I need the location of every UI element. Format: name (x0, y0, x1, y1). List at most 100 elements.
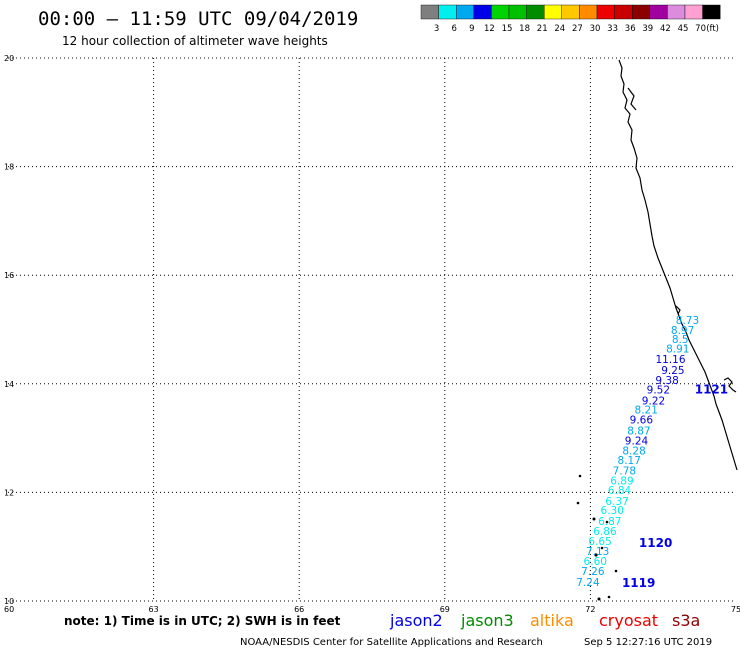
legend-label: 9 (469, 24, 474, 34)
swh-value: 7.13 (586, 546, 609, 558)
legend-swatch (561, 4, 580, 20)
map-subtitle: 12 hour collection of altimeter wave hei… (62, 34, 328, 48)
legend-swatch (596, 4, 615, 20)
lon-tick-label: 69 (440, 605, 450, 614)
swh-value: 9.38 (655, 375, 678, 387)
lat-tick-label: 10 (4, 597, 14, 606)
swh-value: 9.22 (642, 395, 665, 407)
legend-label: 45 (678, 24, 689, 34)
satellite-cryosat: cryosat (599, 611, 658, 630)
legend-label: 24 (554, 24, 565, 34)
swh-value: 7.26 (581, 566, 605, 578)
swh-value: 6.65 (588, 536, 611, 548)
swh-value: 8.5 (672, 334, 689, 346)
swh-value: 8.87 (627, 425, 650, 437)
swh-value: 9.52 (647, 385, 670, 397)
legend-swatch (420, 4, 439, 20)
island (576, 501, 580, 505)
legend-label: 39 (642, 24, 653, 34)
legend-swatch (684, 4, 703, 20)
legend-swatch (579, 4, 598, 20)
coastline-main (618, 59, 738, 471)
swh-value: 7.24 (576, 577, 600, 589)
swh-value: 9.66 (630, 414, 654, 426)
pass-number: 1120 (639, 536, 672, 550)
legend-label: 6 (451, 24, 456, 34)
island (594, 553, 598, 557)
lat-tick-label: 20 (4, 54, 14, 63)
swh-value: 6.37 (605, 496, 628, 508)
swh-value: 11.16 (655, 354, 685, 366)
lat-tick-label: 16 (4, 271, 14, 280)
lon-tick-label: 75 (731, 605, 740, 614)
legend-swatch (649, 4, 668, 20)
legend-label: 33 (607, 24, 618, 34)
swh-value: 8.97 (671, 325, 694, 337)
legend-label: 3 (434, 24, 439, 34)
pass-number: 1121 (695, 383, 728, 397)
swh-value: 6.86 (593, 526, 617, 538)
coastline-kochi (627, 87, 637, 111)
legend-swatch (438, 4, 457, 20)
legend-label: 12 (484, 24, 495, 34)
lon-tick-label: 63 (149, 605, 159, 614)
altimeter-track: 8.738.978.58.9111.169.259.389.529.228.21… (576, 315, 699, 589)
swh-value: 6.30 (601, 505, 624, 517)
legend-swatch (526, 4, 545, 20)
legend-label: 15 (502, 24, 513, 34)
lat-tick-label: 12 (4, 488, 14, 497)
legend-swatch (544, 4, 563, 20)
map-title: 00:00 – 11:59 UTC 09/04/2019 (38, 8, 358, 30)
island (607, 595, 611, 599)
island (592, 517, 596, 521)
island (597, 597, 601, 601)
swh-value: 6.84 (608, 485, 632, 497)
india-west-coastline (618, 59, 738, 471)
swh-value: 8.28 (622, 445, 645, 457)
legend-label: 18 (519, 24, 530, 34)
legend-swatch (491, 4, 510, 20)
satellite-jason3: jason3 (460, 611, 514, 630)
swh-value: 8.21 (635, 405, 658, 417)
legend-swatch (508, 4, 527, 20)
swh-value: 7.78 (613, 465, 636, 477)
legend-swatch (473, 4, 492, 20)
lat-tick-label: 14 (4, 380, 14, 389)
legend-swatch (614, 4, 633, 20)
coastline-inlet (723, 377, 737, 393)
lakshadweep-islands (576, 474, 618, 601)
pass-number: 1119 (622, 576, 655, 590)
pass-labels: 1121 1120 1119 (622, 383, 728, 590)
swh-value: 8.73 (676, 315, 699, 327)
footer-credit: NOAA/NESDIS Center for Satellite Applica… (240, 637, 543, 648)
lat-tick-label: 18 (4, 163, 14, 172)
units-note: note: 1) Time is in UTC; 2) SWH is in fe… (64, 614, 341, 628)
legend-label: 27 (572, 24, 583, 34)
island (578, 474, 582, 478)
swh-value: 6.87 (598, 516, 621, 528)
swh-value: 8.17 (618, 455, 641, 467)
swh-value: 8.91 (666, 343, 689, 355)
legend-label: 70 (695, 24, 706, 34)
swh-value: 9.24 (625, 436, 649, 448)
lon-tick-label: 66 (294, 605, 304, 614)
satellite-key: jason2 jason3 altika cryosat s3a (389, 611, 700, 630)
legend-label: 36 (625, 24, 636, 34)
legend-swatch (632, 4, 651, 20)
wave-height-legend: 3 6 9 12 15 18 21 24 27 30 33 36 39 42 45 70 (ft) (420, 4, 721, 34)
legend-swatch (667, 4, 686, 20)
legend-swatch (702, 4, 721, 20)
satellite-jason2: jason2 (389, 611, 443, 630)
island (600, 546, 604, 550)
legend-unit: (ft) (706, 24, 719, 34)
lon-tick-label: 72 (585, 605, 595, 614)
legend-label: 30 (590, 24, 601, 34)
legend-label: 42 (660, 24, 671, 34)
footer-timestamp: Sep 5 12:27:16 UTC 2019 (584, 637, 712, 648)
island (614, 569, 618, 573)
lon-tick-label: 60 (4, 605, 14, 614)
swh-value: 9.25 (661, 365, 684, 377)
legend-label: 21 (537, 24, 548, 34)
swh-value: 6.89 (610, 475, 633, 487)
